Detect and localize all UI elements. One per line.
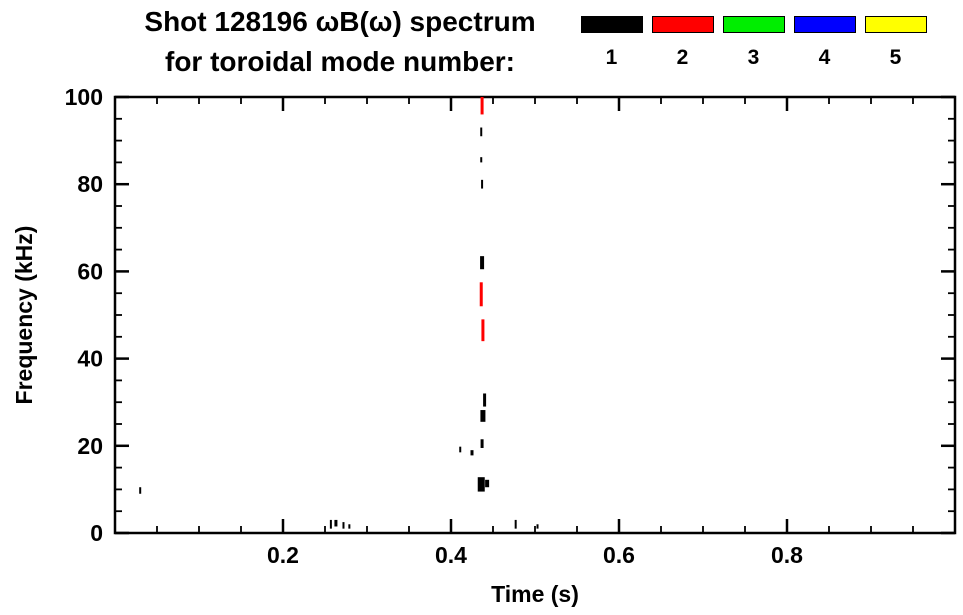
legend-label-mode-1: 1 [605,46,618,69]
data-mark-mode-1 [480,410,486,422]
chart-subtitle: for toroidal mode number: [165,46,515,77]
y-tick-label: 40 [77,346,103,372]
data-mark-mode-1 [470,450,474,456]
x-tick-label: 0.2 [267,542,299,568]
legend-label-mode-2: 2 [676,46,689,69]
axis-frame [113,95,957,535]
y-tick-label: 80 [77,171,103,197]
data-mark-mode-2 [480,97,484,115]
data-mark-mode-1 [480,439,484,448]
data-mark-mode-1 [480,256,485,270]
y-axis-title: Frequency (kHz) [11,226,37,405]
mode-legend: 1 2 3 4 5 [576,16,931,70]
data-mark-mode-1 [485,479,490,488]
data-mark-mode-1 [139,487,142,494]
data-mark-mode-1 [536,524,539,529]
data-mark-mode-1 [329,519,332,529]
y-tick-label: 20 [77,433,103,459]
legend-label-mode-3: 3 [747,46,760,69]
data-mark-mode-1 [334,519,338,527]
legend-swatch-mode-3 [722,16,785,33]
data-mark-mode-1 [481,179,484,189]
chart-title: Shot 128196 ωB(ω) spectrum [144,6,536,37]
legend-label-mode-5: 5 [889,46,902,69]
data-mark-mode-1 [477,477,485,492]
legend-swatch-mode-4 [793,16,856,33]
data-mark-mode-1 [514,519,517,529]
data-mark-mode-1 [480,127,483,137]
data-mark-mode-1 [483,393,487,407]
legend-item-1: 1 [576,16,647,70]
legend-item-3: 3 [718,16,789,70]
data-mark-mode-1 [480,157,483,163]
legend-swatch-mode-5 [864,16,927,33]
legend-item-4: 4 [789,16,860,70]
legend-label-mode-4: 4 [818,46,831,69]
data-mark-mode-1 [342,522,345,529]
x-tick-label: 0.6 [603,542,635,568]
x-axis-title: Time (s) [491,581,579,607]
y-tick-label: 100 [65,84,103,110]
x-tick-label: 0.8 [771,542,803,568]
legend-swatch-mode-2 [651,16,714,33]
y-tick-label: 60 [77,258,103,284]
x-tick-label: 0.4 [435,542,467,568]
data-mark-mode-1 [348,524,351,529]
legend-swatch-mode-1 [580,16,643,33]
legend-item-2: 2 [647,16,718,70]
title-block: Shot 128196 ωB(ω) spectrum for toroidal … [100,2,580,82]
data-mark-mode-2 [479,282,483,307]
legend-item-5: 5 [860,16,931,70]
data-mark-mode-2 [481,319,485,342]
data-mark-mode-1 [459,446,462,453]
y-tick-label: 0 [90,520,103,546]
